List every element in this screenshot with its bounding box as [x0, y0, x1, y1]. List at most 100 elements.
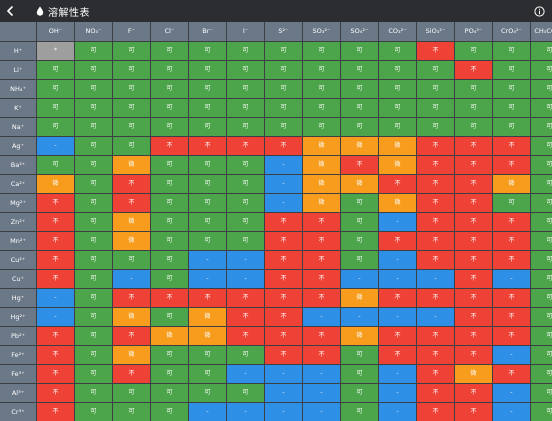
- solubility-cell[interactable]: 微: [151, 327, 188, 345]
- solubility-cell[interactable]: 可: [75, 384, 112, 402]
- solubility-cell[interactable]: 可: [341, 365, 378, 383]
- solubility-cell[interactable]: 微: [303, 194, 340, 212]
- solubility-cell[interactable]: 可: [75, 403, 112, 421]
- solubility-cell[interactable]: 不: [265, 327, 302, 345]
- solubility-cell[interactable]: 不: [265, 346, 302, 364]
- solubility-cell[interactable]: 不: [417, 213, 454, 231]
- solubility-cell[interactable]: 不: [113, 194, 150, 212]
- solubility-cell[interactable]: 微: [455, 365, 492, 383]
- solubility-cell[interactable]: 不: [37, 194, 74, 212]
- solubility-cell[interactable]: -: [379, 270, 416, 288]
- solubility-cell[interactable]: -: [37, 289, 74, 307]
- solubility-cell[interactable]: 可: [75, 42, 112, 60]
- solubility-cell[interactable]: 不: [417, 384, 454, 402]
- solubility-cell[interactable]: 可: [531, 213, 552, 231]
- solubility-cell[interactable]: 不: [493, 156, 530, 174]
- solubility-cell[interactable]: 可: [189, 232, 226, 250]
- solubility-cell[interactable]: 不: [417, 156, 454, 174]
- solubility-cell[interactable]: 不: [455, 194, 492, 212]
- solubility-cell[interactable]: -: [227, 251, 264, 269]
- solubility-cell[interactable]: 不: [417, 346, 454, 364]
- solubility-cell[interactable]: 可: [417, 61, 454, 79]
- solubility-cell[interactable]: 可: [189, 118, 226, 136]
- solubility-cell[interactable]: -: [37, 137, 74, 155]
- solubility-cell[interactable]: 不: [37, 213, 74, 231]
- solubility-cell[interactable]: -: [189, 403, 226, 421]
- solubility-cell[interactable]: 可: [303, 80, 340, 98]
- solubility-cell[interactable]: 微: [113, 308, 150, 326]
- solubility-cell[interactable]: 可: [227, 80, 264, 98]
- solubility-cell[interactable]: 不: [113, 289, 150, 307]
- solubility-cell[interactable]: 微: [303, 156, 340, 174]
- solubility-cell[interactable]: 微: [303, 137, 340, 155]
- solubility-cell[interactable]: 不: [265, 137, 302, 155]
- solubility-cell[interactable]: 可: [189, 175, 226, 193]
- solubility-cell[interactable]: 可: [531, 289, 552, 307]
- solubility-cell[interactable]: 不: [455, 289, 492, 307]
- solubility-cell[interactable]: -: [379, 251, 416, 269]
- solubility-cell[interactable]: 可: [303, 118, 340, 136]
- solubility-cell[interactable]: 可: [75, 213, 112, 231]
- info-button[interactable]: [532, 4, 546, 18]
- solubility-cell[interactable]: -: [227, 365, 264, 383]
- solubility-cell[interactable]: 不: [417, 137, 454, 155]
- solubility-cell[interactable]: 可: [227, 175, 264, 193]
- solubility-cell[interactable]: -: [493, 384, 530, 402]
- solubility-cell[interactable]: 微: [113, 213, 150, 231]
- solubility-cell[interactable]: 不: [37, 365, 74, 383]
- solubility-cell[interactable]: 可: [493, 118, 530, 136]
- solubility-cell[interactable]: 不: [455, 137, 492, 155]
- solubility-cell[interactable]: 可: [379, 118, 416, 136]
- solubility-cell[interactable]: 不: [303, 213, 340, 231]
- solubility-cell[interactable]: 不: [189, 289, 226, 307]
- solubility-cell[interactable]: 不: [265, 251, 302, 269]
- solubility-cell[interactable]: 可: [75, 156, 112, 174]
- solubility-cell[interactable]: 可: [113, 61, 150, 79]
- solubility-cell[interactable]: 不: [37, 327, 74, 345]
- solubility-cell[interactable]: 不: [455, 346, 492, 364]
- solubility-cell[interactable]: 可: [341, 194, 378, 212]
- solubility-cell[interactable]: 可: [37, 61, 74, 79]
- solubility-cell[interactable]: 不: [379, 327, 416, 345]
- solubility-cell[interactable]: 不: [417, 365, 454, 383]
- solubility-cell[interactable]: 不: [379, 175, 416, 193]
- solubility-cell[interactable]: 可: [37, 156, 74, 174]
- solubility-cell[interactable]: 可: [189, 365, 226, 383]
- solubility-cell[interactable]: -: [379, 213, 416, 231]
- solubility-cell[interactable]: 不: [265, 308, 302, 326]
- solubility-cell[interactable]: 可: [379, 42, 416, 60]
- solubility-cell[interactable]: 可: [227, 42, 264, 60]
- solubility-cell[interactable]: 可: [151, 346, 188, 364]
- solubility-cell[interactable]: 可: [37, 99, 74, 117]
- solubility-cell[interactable]: -: [341, 270, 378, 288]
- solubility-cell[interactable]: 可: [75, 137, 112, 155]
- solubility-cell[interactable]: 不: [493, 327, 530, 345]
- solubility-cell[interactable]: 不: [455, 251, 492, 269]
- solubility-cell[interactable]: 可: [227, 194, 264, 212]
- solubility-cell[interactable]: 不: [37, 270, 74, 288]
- solubility-cell[interactable]: 可: [531, 270, 552, 288]
- solubility-cell[interactable]: 微: [379, 156, 416, 174]
- solubility-cell[interactable]: 可: [341, 213, 378, 231]
- solubility-cell[interactable]: 可: [379, 61, 416, 79]
- solubility-cell[interactable]: -: [379, 365, 416, 383]
- solubility-cell[interactable]: 可: [227, 232, 264, 250]
- solubility-cell[interactable]: 可: [75, 232, 112, 250]
- solubility-cell[interactable]: 不: [417, 251, 454, 269]
- solubility-cell[interactable]: -: [303, 403, 340, 421]
- solubility-cell[interactable]: 可: [189, 194, 226, 212]
- solubility-cell[interactable]: 可: [151, 61, 188, 79]
- solubility-cell[interactable]: 可: [75, 346, 112, 364]
- solubility-cell[interactable]: 可: [227, 118, 264, 136]
- solubility-cell[interactable]: 可: [417, 80, 454, 98]
- solubility-cell[interactable]: 不: [417, 327, 454, 345]
- solubility-cell[interactable]: 可: [265, 80, 302, 98]
- solubility-cell[interactable]: 不: [455, 61, 492, 79]
- solubility-cell[interactable]: 不: [227, 137, 264, 155]
- solubility-cell[interactable]: 不: [151, 137, 188, 155]
- solubility-cell[interactable]: 可: [75, 99, 112, 117]
- solubility-cell[interactable]: 不: [417, 194, 454, 212]
- solubility-cell[interactable]: 不: [379, 232, 416, 250]
- solubility-cell[interactable]: 不: [417, 42, 454, 60]
- solubility-cell[interactable]: 可: [189, 42, 226, 60]
